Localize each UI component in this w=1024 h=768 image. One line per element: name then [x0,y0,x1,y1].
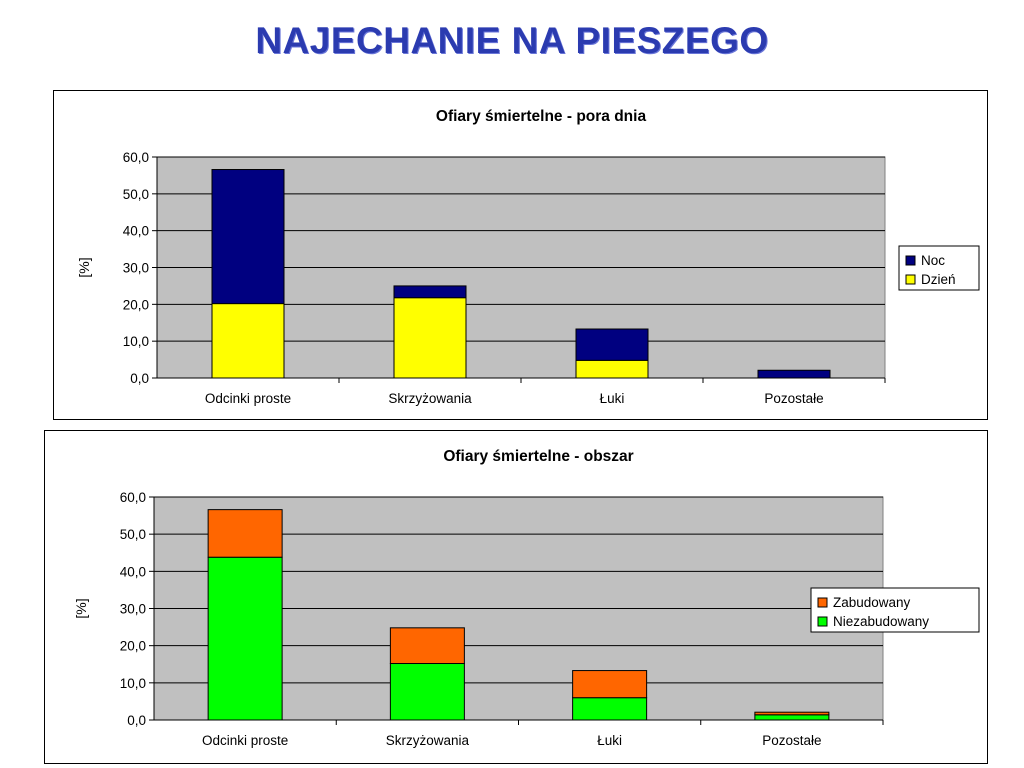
x-tick-label: Pozostałe [762,733,821,748]
page-title: NAJECHANIE NA PIESZEGO [255,20,769,61]
bar-segment [389,663,465,721]
bar-segment [572,670,648,699]
x-tick-label: Odcinki proste [205,391,291,406]
y-tick-label: 30,0 [123,261,149,276]
y-tick-label: 50,0 [123,187,149,202]
chart-title: Ofiary śmiertelne - pora dnia [436,108,647,125]
legend-swatch [905,255,916,266]
legend-box [810,587,980,633]
y-tick-label: 50,0 [120,527,146,542]
x-tick-label: Skrzyżowania [388,391,472,406]
bar-segment [393,285,467,299]
bar-segment [754,714,830,721]
y-tick-label: 0,0 [127,713,146,728]
legend-label: Noc [921,253,945,268]
bar-segment [757,369,831,379]
bar-segment [211,303,285,379]
legend-label: Niezabudowany [833,614,929,629]
y-tick-label: 60,0 [123,150,149,165]
legend-swatch [817,616,828,627]
y-tick-label: 10,0 [120,676,146,691]
legend-label: Zabudowany [833,595,911,610]
bar-segment [575,359,649,379]
bar-segment [575,328,649,361]
x-tick-label: Łuki [597,733,622,748]
x-tick-label: Łuki [600,391,625,406]
y-tick-label: 30,0 [120,602,146,617]
y-tick-label: 10,0 [123,334,149,349]
y-axis-label: [%] [76,257,92,277]
chart-panel-obszar: Ofiary śmiertelne - obszar 0,0 10,0 20,0 30,… [44,430,988,764]
legend-label: Dzień [921,272,956,287]
y-tick-label: 0,0 [130,371,149,386]
bar-segment [754,711,830,716]
bar-segment [389,627,465,665]
x-tick-label: Odcinki proste [202,733,288,748]
bar-segment [393,297,467,379]
bar-segment [572,697,648,721]
chart-title: Ofiary śmiertelne - obszar [443,448,633,465]
y-tick-label: 20,0 [120,639,146,654]
y-tick-label: 40,0 [120,564,146,579]
legend-swatch [905,274,916,285]
chart-panel-pora-dnia: Ofiary śmiertelne - pora dnia 0,0 10,0 20,0… [53,90,988,420]
x-tick-label: Skrzyżowania [386,733,470,748]
bar-segment [207,556,283,721]
bar-segment [207,509,283,558]
y-axis-label: [%] [73,598,89,618]
bar-segment [211,169,285,305]
legend-swatch [817,597,828,608]
chart-pora-dnia: Ofiary śmiertelne - pora dnia 0,0 10,0 20,0… [76,108,980,406]
y-tick-label: 20,0 [123,297,149,312]
chart-obszar: Ofiary śmiertelne - obszar 0,0 10,0 20,0 30,… [73,448,980,748]
x-tick-label: Pozostałe [764,391,823,406]
y-tick-label: 60,0 [120,490,146,505]
y-tick-label: 40,0 [123,224,149,239]
